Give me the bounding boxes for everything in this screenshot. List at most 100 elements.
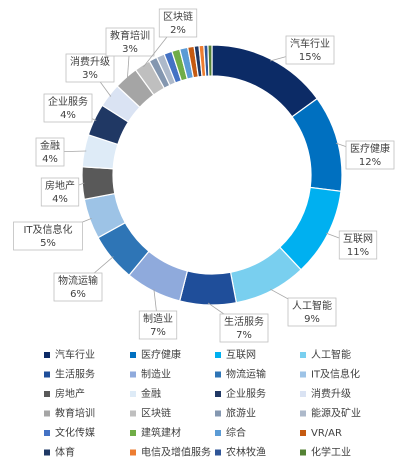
legend-marker [300,449,306,456]
label-value: 2% [170,25,186,36]
legend-label: 生活服务 [55,368,95,381]
legend-marker [130,352,136,358]
legend-label: 医疗健康 [141,348,181,361]
label-name: 区块链 [163,10,193,23]
legend-marker [44,410,50,417]
legend-marker [44,449,50,456]
legend-marker [215,410,221,417]
legend-label: 人工智能 [311,348,351,361]
legend-label: 汽车行业 [55,348,95,361]
label-value: 12% [359,157,381,168]
legend-label: 房地产 [55,387,85,400]
label-value: 3% [122,44,138,55]
legend-marker [44,430,50,436]
legend-marker [130,391,136,397]
data-label: 生活服务 7% [219,313,269,343]
legend-marker [130,430,136,436]
legend-label: 文化传媒 [55,426,95,439]
label-box [338,230,378,260]
legend-label: 制造业 [141,368,171,381]
legend-marker [215,449,221,456]
label-name: 制造业 [143,312,173,325]
label-value: 4% [42,154,58,165]
label-name: IT及信息化 [23,223,72,236]
slice [291,97,343,192]
slice [81,166,116,201]
data-label: 区块链 2% [158,8,198,38]
label-name: 消费升级 [70,55,110,68]
label-name: 企业服务 [48,95,88,108]
label-value: 7% [236,330,252,341]
data-label: 人工智能 9% [287,297,337,327]
legend-marker [215,391,221,397]
label-box [13,221,83,251]
label-box [138,310,178,340]
label-name: 金融 [40,139,60,152]
data-label: 教育培训 3% [105,27,155,57]
label-value: 3% [82,70,98,81]
legend-label: 综合 [226,426,246,439]
label-box [345,140,395,170]
legend-label: 能源及矿业 [311,407,361,420]
legend-label: 建筑建材 [141,426,181,439]
label-value: 15% [299,52,321,63]
label-value: 7% [150,327,166,338]
label-value: 6% [70,289,86,300]
slice [178,270,238,306]
label-name: 汽车行业 [290,37,330,50]
label-name: 教育培训 [110,29,150,42]
data-label: 金融 4% [35,137,65,167]
label-box [40,177,80,207]
data-label: 消费升级 3% [65,53,115,83]
legend-label: 区块链 [141,407,171,420]
label-box [53,272,103,302]
legend-label: 教育培训 [55,407,95,420]
data-label: 企业服务 4% [43,93,93,123]
legend-marker [215,352,221,358]
label-box [35,137,65,167]
label-value: 4% [52,194,68,205]
legend-marker [44,371,50,378]
legend-marker [300,371,306,378]
legend-marker [130,449,136,456]
label-box [285,35,335,65]
legend-marker [44,391,50,397]
legend-label: 消费升级 [311,387,351,400]
legend-marker [300,352,306,358]
label-box [105,27,155,57]
legend-label: 化学工业 [311,446,351,459]
label-name: 房地产 [45,179,75,192]
legend-marker [300,410,306,417]
legend-marker [300,391,306,397]
legend-marker [44,352,50,358]
legend-label: 电信及增值服务 [141,446,211,459]
data-label: 互联网 11% [338,230,378,260]
legend-marker [130,410,136,417]
legend-label: 互联网 [226,349,256,361]
label-name: 互联网 [343,233,373,245]
label-value: 9% [304,314,320,325]
label-box [43,93,93,123]
legend-marker [130,371,136,378]
legend-label: 金融 [141,387,161,400]
legend-label: 旅游业 [226,407,256,420]
data-label: 制造业 7% [138,310,178,340]
label-name: 人工智能 [292,299,332,312]
label-value: 4% [60,110,76,121]
legend-label: 物流运输 [226,368,266,381]
label-name: 物流运输 [58,274,98,287]
label-box [65,53,115,83]
legend-marker [300,430,306,436]
legend-label: IT及信息化 [311,368,360,381]
data-label: 医疗健康 12% [345,140,395,170]
label-value: 5% [40,238,56,249]
legend-label: VR/AR [311,428,342,439]
legend-label: 农林牧渔 [226,446,266,459]
data-label: 房地产 4% [40,177,80,207]
legend-label: 企业服务 [226,387,266,400]
label-box [158,8,198,38]
legend-marker [215,430,221,436]
legend-label: 体育 [55,446,75,459]
data-label: 汽车行业 15% [285,35,335,65]
